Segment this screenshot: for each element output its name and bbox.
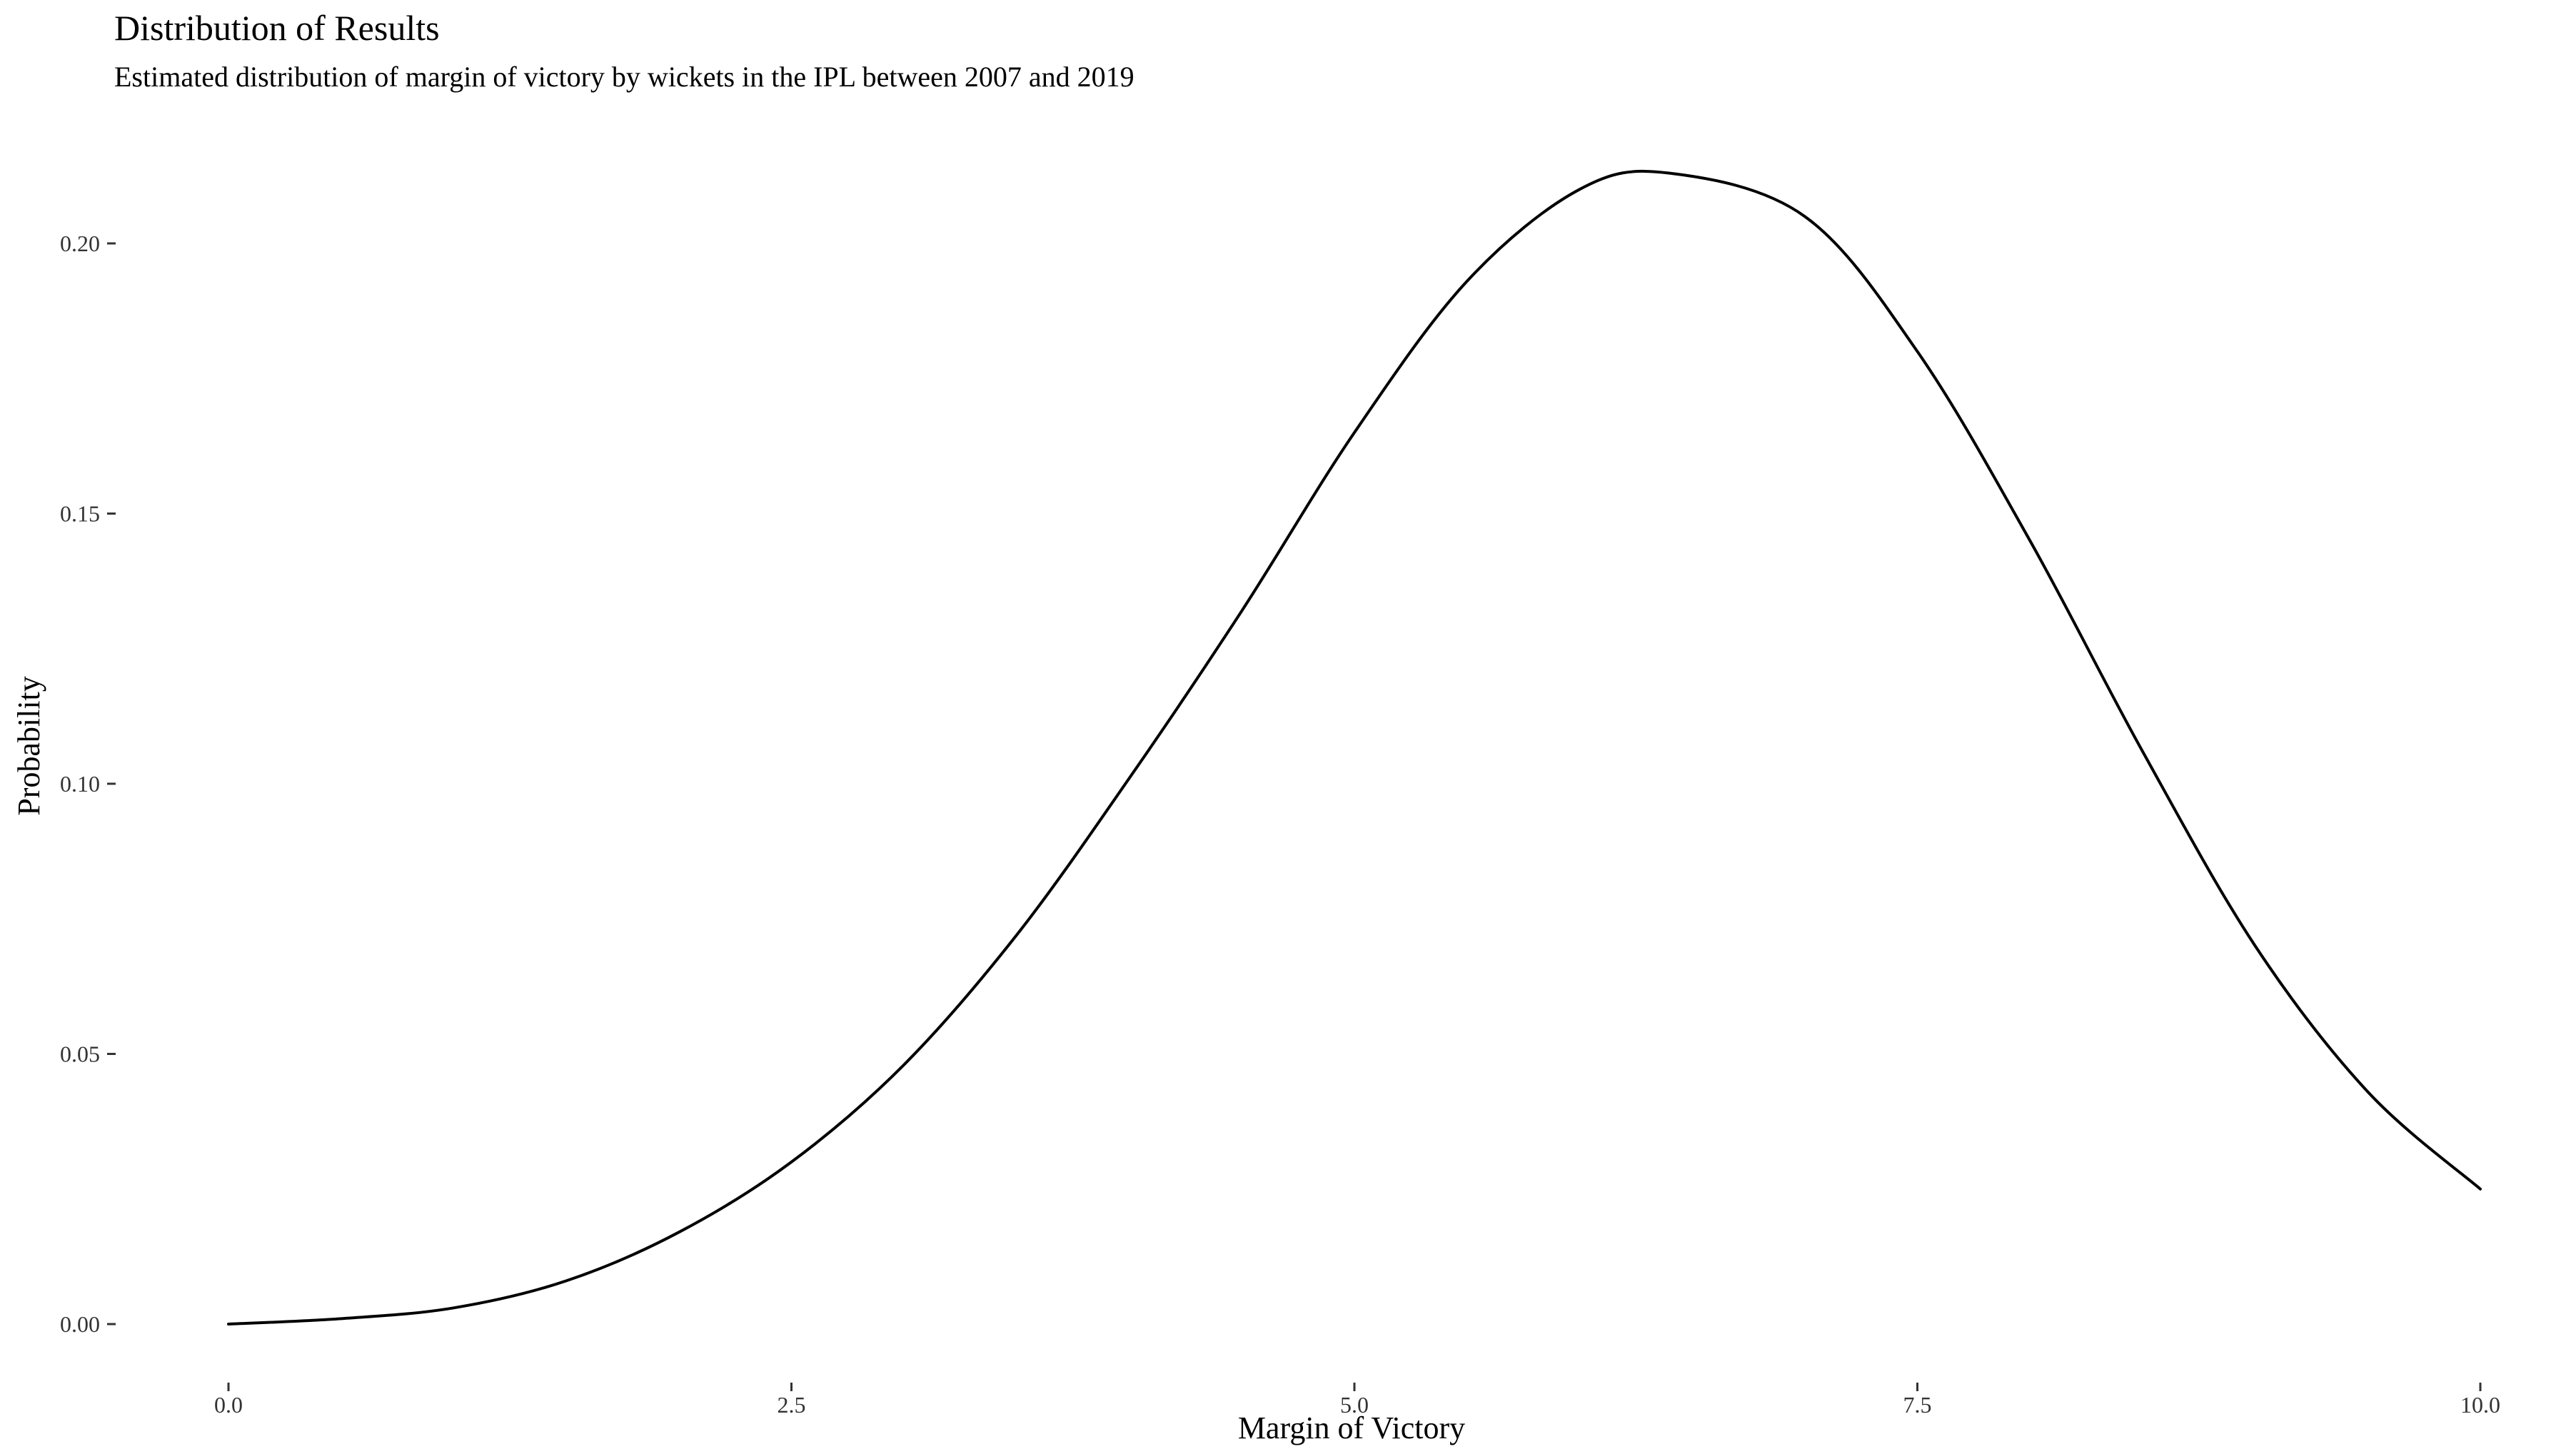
x-tick-label: 5.0 — [1340, 1392, 1369, 1418]
x-tick-label: 2.5 — [778, 1392, 806, 1418]
y-axis-title: Probability — [11, 676, 46, 816]
y-tick-label: 0.00 — [60, 1311, 100, 1337]
series-layer — [227, 169, 2482, 1326]
x-tick-label: 7.5 — [1903, 1392, 1932, 1418]
density-line — [227, 169, 2482, 1326]
chart-title: Distribution of Results — [114, 8, 440, 48]
x-axis: 0.0 2.5 5.0 7.5 10.0 — [214, 1383, 2500, 1418]
y-tick-label: 0.15 — [60, 501, 100, 527]
x-tick-label: 0.0 — [214, 1392, 243, 1418]
x-axis-title: Margin of Victory — [1238, 1410, 1465, 1445]
y-tick-label: 0.10 — [60, 771, 100, 797]
y-axis: 0.00 0.05 0.10 0.15 0.20 — [60, 231, 116, 1337]
x-tick-label: 10.0 — [2460, 1392, 2500, 1418]
y-tick-label: 0.20 — [60, 231, 100, 256]
chart-subtitle: Estimated distribution of margin of vict… — [114, 61, 1134, 93]
y-tick-label: 0.05 — [60, 1041, 100, 1067]
